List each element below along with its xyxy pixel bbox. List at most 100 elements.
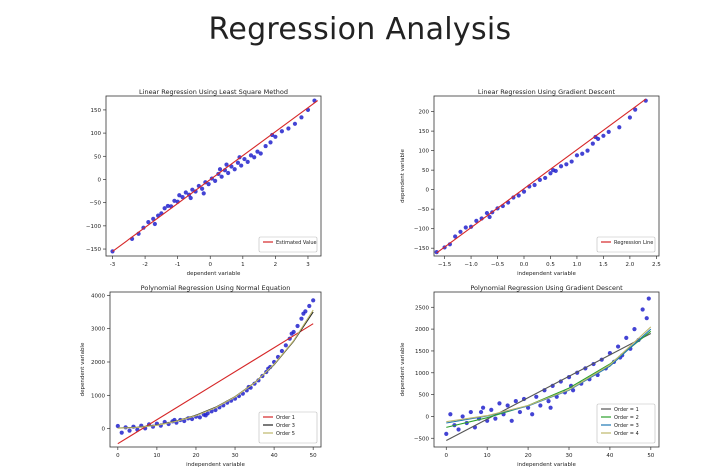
- data-point: [558, 164, 564, 169]
- data-point: [484, 210, 490, 216]
- y-tick-label: 100: [419, 149, 430, 155]
- x-axis-label: independent variable: [517, 271, 576, 277]
- data-point: [628, 346, 633, 351]
- data-point: [162, 206, 167, 211]
- data-point: [632, 327, 637, 332]
- x-tick-label: 2: [274, 262, 278, 268]
- legend-box: [258, 411, 318, 444]
- data-point: [633, 107, 638, 112]
- y-tick-label: 150: [91, 108, 102, 114]
- data-point: [115, 423, 120, 429]
- data-point: [517, 409, 523, 415]
- x-tick-label: 1: [241, 262, 245, 268]
- y-tick-label: 0: [426, 414, 430, 420]
- x-tick-label: -1: [175, 262, 180, 268]
- data-point: [646, 296, 651, 301]
- data-point: [448, 412, 453, 417]
- y-tick-label: 50: [422, 168, 429, 174]
- data-point: [548, 171, 553, 176]
- data-point: [182, 418, 187, 424]
- chart-linear-gradient-descent: Linear Regression Using Gradient Descent…: [392, 86, 672, 277]
- data-point: [478, 409, 484, 415]
- x-tick-label: −1.5: [438, 262, 452, 268]
- legend-label: Order 1: [276, 415, 295, 421]
- x-tick-label: 10: [153, 453, 160, 459]
- data-point: [289, 331, 294, 336]
- x-tick-label: 50: [647, 453, 654, 459]
- data-point: [146, 220, 151, 225]
- data-point: [624, 335, 629, 340]
- data-point: [606, 129, 611, 135]
- chart-title: Linear Regression Using Gradient Descent: [478, 88, 616, 96]
- plot-frame: [433, 95, 660, 257]
- y-tick-label: −50: [417, 207, 429, 213]
- data-point: [258, 151, 263, 156]
- y-tick-label: 1500: [415, 349, 429, 355]
- data-point: [521, 189, 527, 194]
- data-point: [456, 427, 461, 432]
- data-point: [119, 430, 124, 435]
- data-point: [538, 403, 543, 408]
- x-tick-label: 40: [606, 453, 613, 459]
- chart-polynomial-normal-equation-svg: Polynomial Regression Using Normal Equat…: [80, 284, 322, 467]
- legend-box: [596, 236, 656, 253]
- y-tick-label: 0: [98, 177, 102, 183]
- data-point: [206, 182, 211, 187]
- data-point: [268, 140, 273, 145]
- data-point: [248, 153, 254, 158]
- data-point: [585, 148, 590, 153]
- data-point: [509, 418, 514, 423]
- legend-label: Order 3: [276, 423, 295, 429]
- y-tick-label: 200: [419, 110, 430, 116]
- x-tick-label: −0.5: [491, 262, 505, 268]
- data-point: [513, 399, 518, 404]
- data-point: [474, 218, 479, 223]
- data-point: [279, 348, 285, 354]
- data-point: [480, 405, 486, 410]
- data-point: [263, 143, 268, 149]
- y-tick-label: −50: [89, 201, 101, 207]
- plot-data: [444, 296, 652, 441]
- y-tick-label: −100: [414, 227, 430, 233]
- x-tick-label: 2.5: [652, 262, 661, 268]
- x-tick-label: 0: [116, 453, 120, 459]
- data-point: [283, 343, 288, 348]
- data-point: [199, 186, 205, 191]
- legend-label: Order = 2: [614, 415, 639, 421]
- data-point: [188, 195, 193, 201]
- data-point: [299, 316, 304, 321]
- series-line: [436, 98, 647, 254]
- data-point: [255, 149, 260, 154]
- data-point: [463, 225, 468, 230]
- chart-linear-gradient-descent-svg: Linear Regression Using Gradient Descent…: [400, 88, 661, 277]
- data-point: [232, 167, 237, 172]
- data-point: [197, 415, 202, 420]
- chart-polynomial-gradient-descent: Polynomial Regression Using Gradient Des…: [392, 282, 672, 467]
- data-point: [505, 403, 510, 408]
- chart-title: Linear Regression Using Least Square Met…: [139, 88, 288, 96]
- data-point: [279, 129, 285, 134]
- x-tick-label: -2: [142, 262, 147, 268]
- data-point: [217, 167, 223, 172]
- data-point: [569, 159, 574, 164]
- y-tick-label: −150: [414, 246, 430, 252]
- data-point: [219, 174, 224, 179]
- data-point: [546, 399, 551, 404]
- y-tick-label: −100: [86, 224, 102, 230]
- data-point: [311, 298, 316, 303]
- data-point: [460, 414, 465, 419]
- data-point: [458, 229, 463, 234]
- data-point: [627, 115, 632, 120]
- data-point: [530, 412, 535, 417]
- y-tick-label: 1000: [415, 371, 429, 377]
- data-point: [537, 177, 542, 183]
- data-point: [213, 178, 218, 183]
- data-point: [551, 168, 556, 173]
- series-line: [446, 326, 652, 423]
- page-title: Regression Analysis: [208, 12, 512, 47]
- x-tick-label: −1.0: [464, 262, 478, 268]
- data-point: [434, 249, 439, 255]
- data-point: [640, 307, 645, 312]
- chart-title: Polynomial Regression Using Gradient Des…: [470, 284, 623, 292]
- data-point: [242, 156, 247, 162]
